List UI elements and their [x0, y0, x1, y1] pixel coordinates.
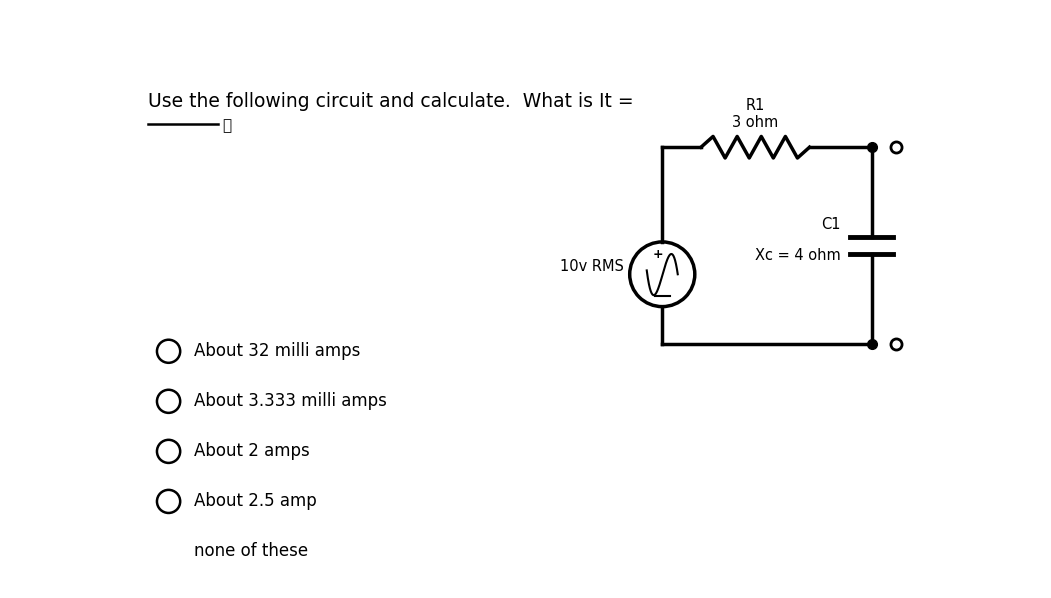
Text: 🔈: 🔈 [222, 118, 231, 133]
Text: Use the following circuit and calculate.  What is It =: Use the following circuit and calculate.… [148, 91, 634, 111]
Text: none of these: none of these [194, 542, 308, 560]
Text: About 32 milli amps: About 32 milli amps [194, 342, 360, 360]
Text: C1: C1 [821, 216, 841, 231]
Text: About 3.333 milli amps: About 3.333 milli amps [194, 392, 387, 410]
Text: +: + [653, 248, 663, 261]
Text: About 2.5 amp: About 2.5 amp [194, 492, 317, 511]
Text: 3 ohm: 3 ohm [733, 115, 779, 130]
Text: R1: R1 [745, 97, 765, 112]
Text: Xc = 4 ohm: Xc = 4 ohm [755, 248, 841, 263]
Text: 10v RMS: 10v RMS [559, 259, 623, 274]
Text: About 2 amps: About 2 amps [194, 443, 310, 460]
